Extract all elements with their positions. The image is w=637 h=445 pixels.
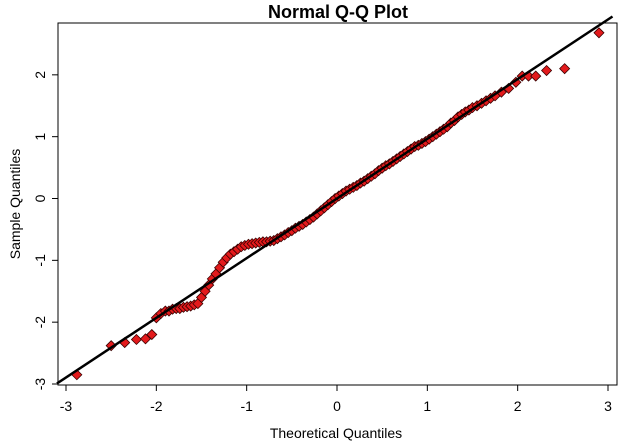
y-tick-label: -3 — [32, 378, 48, 391]
reference-line — [56, 15, 614, 385]
y-axis-label: Sample Quantiles — [7, 149, 23, 260]
x-tick-label: -3 — [60, 398, 73, 414]
data-point — [139, 333, 152, 345]
data-point — [593, 27, 605, 39]
y-tick-label: -1 — [32, 254, 48, 267]
x-tick-label: 2 — [514, 398, 522, 414]
data-point — [541, 64, 553, 77]
data-points — [71, 27, 605, 381]
data-point — [130, 333, 143, 346]
data-point — [146, 328, 158, 341]
y-tick-label: 2 — [32, 71, 48, 79]
x-tick-label: -1 — [240, 398, 253, 414]
x-axis: -3 -2 -1 0 1 2 3 — [60, 385, 612, 414]
x-tick-label: 1 — [423, 398, 431, 414]
chart-title: Normal Q-Q Plot — [268, 2, 408, 22]
x-axis-label: Theoretical Quantiles — [270, 425, 402, 441]
data-point — [559, 63, 571, 75]
y-tick-label: 0 — [32, 194, 48, 202]
y-axis: -3 -2 -1 0 1 2 — [32, 71, 58, 390]
y-tick-label: 1 — [32, 133, 48, 141]
y-tick-label: -2 — [32, 316, 48, 329]
x-tick-label: 3 — [604, 398, 612, 414]
x-tick-label: -2 — [150, 398, 163, 414]
data-point — [530, 70, 542, 82]
x-tick-label: 0 — [333, 398, 341, 414]
